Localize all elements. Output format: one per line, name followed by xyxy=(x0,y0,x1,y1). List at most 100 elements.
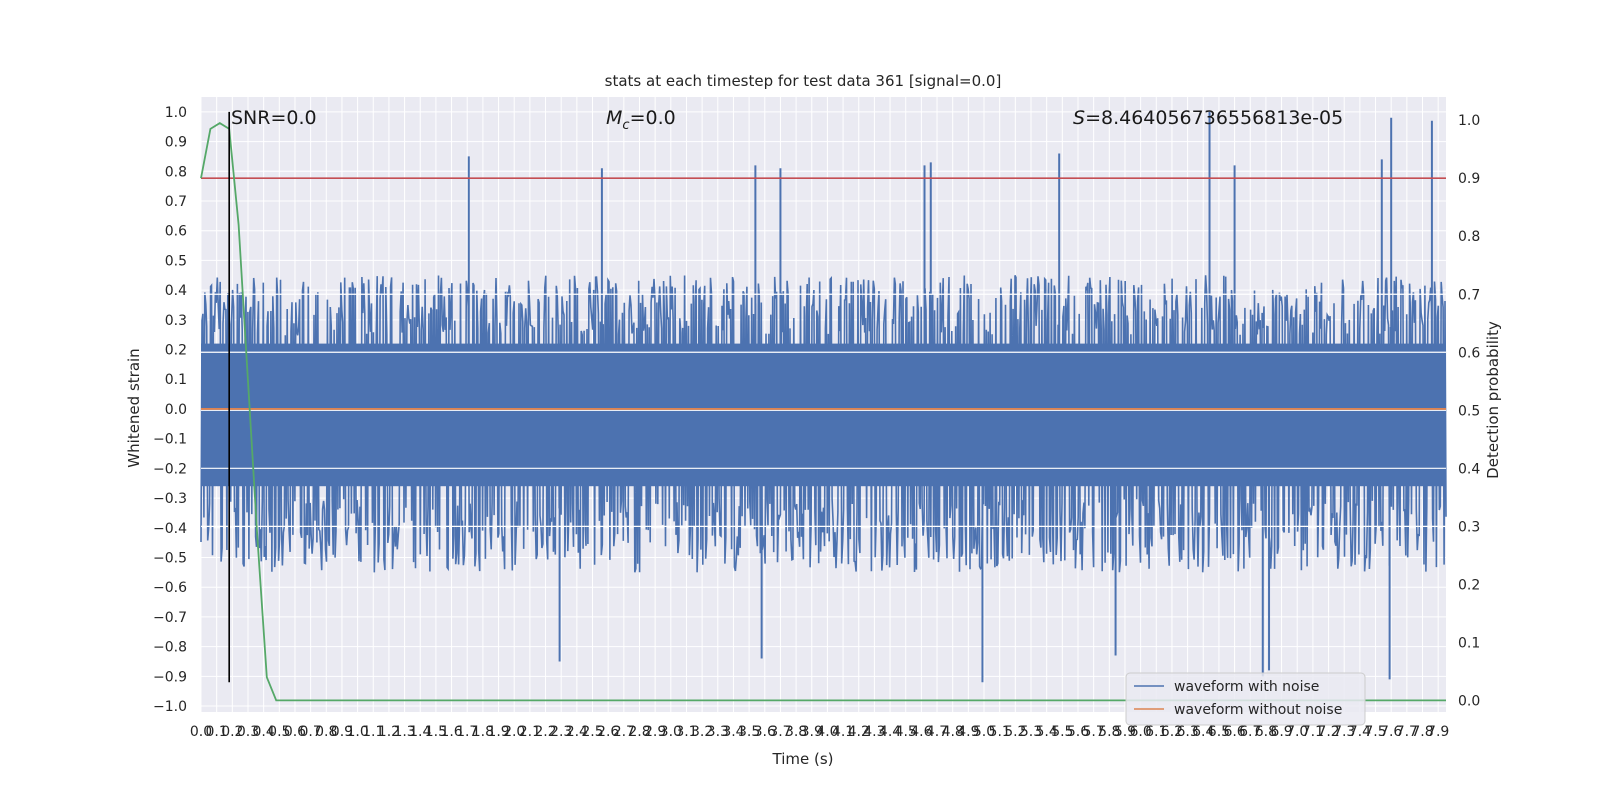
x-tick-label: 6.0 xyxy=(1129,724,1151,740)
legend-label-clean: waveform without noise xyxy=(1174,702,1342,718)
y-tick-label: −0.4 xyxy=(153,521,187,537)
y-tick-label: 0.9 xyxy=(165,135,187,151)
detection-probability-line xyxy=(200,122,1446,702)
y-right-tick-label: 0.4 xyxy=(1458,461,1480,477)
x-tick-label: 2.7 xyxy=(613,724,635,740)
x-tick-label: 6.8 xyxy=(1255,724,1277,740)
y-tick-label: −0.5 xyxy=(153,551,187,567)
x-tick-label: 2.6 xyxy=(597,724,619,740)
x-tick-label: 3.9 xyxy=(801,724,823,740)
y-right-tick-label: 0.3 xyxy=(1458,519,1480,535)
x-tick-label: 5.3 xyxy=(1020,724,1042,740)
x-tick-label: 4.1 xyxy=(832,724,854,740)
y-right-tick-label: 0.8 xyxy=(1458,229,1480,245)
x-tick-label: 0.1 xyxy=(206,724,228,740)
x-tick-label: 4.2 xyxy=(848,724,870,740)
y-tick-label: 0.3 xyxy=(165,313,187,329)
x-tick-label: 3.6 xyxy=(754,724,776,740)
x-tick-label: 4.4 xyxy=(879,724,901,740)
y-tick-label: 0.5 xyxy=(165,253,187,269)
snr-annotation: SNR=0.0 xyxy=(231,107,317,129)
waveform-with-noise-series xyxy=(200,111,1447,683)
x-tick-label: 7.4 xyxy=(1349,724,1371,740)
x-tick-label: 1.0 xyxy=(346,724,368,740)
x-tick-label: 1.5 xyxy=(425,724,447,740)
x-tick-label: 2.9 xyxy=(644,724,666,740)
x-tick-label: 0.5 xyxy=(268,724,290,740)
x-tick-label: 1.7 xyxy=(456,724,478,740)
x-tick-label: 3.1 xyxy=(675,724,697,740)
x-tick-label: 7.1 xyxy=(1302,724,1324,740)
y-tick-label: 0.6 xyxy=(165,224,187,240)
chirp-mass-value: =0.0 xyxy=(630,107,676,129)
y-tick-label: 0.1 xyxy=(165,372,187,388)
y-tick-label: 1.0 xyxy=(165,105,187,121)
chart-title: stats at each timestep for test data 361… xyxy=(605,72,1002,90)
x-tick-label: 2.8 xyxy=(628,724,650,740)
x-tick-label: 6.6 xyxy=(1223,724,1245,740)
x-tick-label: 2.5 xyxy=(581,724,603,740)
x-tick-label: 5.5 xyxy=(1051,724,1073,740)
y-right-tick-label: 0.9 xyxy=(1458,171,1480,187)
y-right-tick-labels: 0.0 0.1 0.2 0.3 0.4 0.5 0.6 0.7 0.8 0.9 1.0 xyxy=(1458,113,1480,709)
x-tick-label: 3.3 xyxy=(707,724,729,740)
x-tick-label: 1.2 xyxy=(378,724,400,740)
x-tick-label: 6.9 xyxy=(1270,724,1292,740)
x-tick-label: 3.8 xyxy=(785,724,807,740)
x-tick-label: 7.3 xyxy=(1333,724,1355,740)
x-tick-label: 4.8 xyxy=(942,724,964,740)
y-right-tick-label: 1.0 xyxy=(1458,113,1480,129)
x-tick-label: 0.4 xyxy=(253,724,275,740)
y-right-tick-label: 0.5 xyxy=(1458,403,1480,419)
x-tick-label: 6.2 xyxy=(1161,724,1183,740)
y-tick-label: 0.8 xyxy=(165,164,187,180)
x-tick-label: 7.6 xyxy=(1380,724,1402,740)
y-right-tick-label: 0.6 xyxy=(1458,345,1480,361)
chirp-mass-subscript: c xyxy=(622,118,629,133)
legend: waveform with noise waveform without noi… xyxy=(1125,672,1366,726)
x-tick-label: 7.7 xyxy=(1396,724,1418,740)
x-tick-label: 6.5 xyxy=(1208,724,1230,740)
x-tick-label: 4.5 xyxy=(895,724,917,740)
x-tick-label: 2.4 xyxy=(566,724,588,740)
y-tick-label: 0.4 xyxy=(165,283,187,299)
y-tick-labels: −1.0 −0.9 −0.8 −0.7 −0.6 −0.5 −0.4 −0.3 −0.2 −0.1… xyxy=(153,105,187,715)
x-tick-label: 6.1 xyxy=(1145,724,1167,740)
x-tick-label: 5.0 xyxy=(973,724,995,740)
chirp-mass-symbol: M xyxy=(606,107,622,129)
x-tick-label: 7.8 xyxy=(1411,724,1433,740)
x-tick-label: 7.9 xyxy=(1427,724,1449,740)
x-tick-label: 1.1 xyxy=(362,724,384,740)
x-tick-label: 7.2 xyxy=(1317,724,1339,740)
y-right-tick-label: 0.1 xyxy=(1458,635,1480,651)
legend-box xyxy=(1125,672,1366,726)
x-tick-label: 0.9 xyxy=(331,724,353,740)
x-tick-label: 5.2 xyxy=(1004,724,1026,740)
x-tick-label: 5.1 xyxy=(989,724,1011,740)
legend-label-noise: waveform with noise xyxy=(1174,679,1319,695)
x-tick-label: 2.2 xyxy=(534,724,556,740)
x-tick-labels: 0.00.10.20.30.40.50.60.70.80.91.01.11.21… xyxy=(190,724,1449,740)
s-value: =8.464056736556813e-05 xyxy=(1085,107,1343,129)
x-tick-label: 3.5 xyxy=(738,724,760,740)
x-tick-label: 1.9 xyxy=(487,724,509,740)
y-right-tick-label: 0.7 xyxy=(1458,287,1480,303)
x-tick-label: 5.4 xyxy=(1036,724,1058,740)
x-tick-label: 0.0 xyxy=(190,724,212,740)
x-tick-label: 7.5 xyxy=(1364,724,1386,740)
x-tick-label: 3.0 xyxy=(660,724,682,740)
x-tick-label: 6.3 xyxy=(1176,724,1198,740)
y-right-axis-label: Detection probability xyxy=(1484,321,1502,479)
overlay-lines xyxy=(200,111,1446,702)
y-tick-label: −0.9 xyxy=(153,669,187,685)
x-tick-label: 4.3 xyxy=(863,724,885,740)
x-tick-label: 6.4 xyxy=(1192,724,1214,740)
y-tick-label: 0.2 xyxy=(165,343,187,359)
x-tick-label: 0.6 xyxy=(284,724,306,740)
x-tick-label: 5.8 xyxy=(1098,724,1120,740)
x-tick-label: 3.7 xyxy=(769,724,791,740)
y-tick-label: −0.6 xyxy=(153,580,187,596)
noise-waveform-line xyxy=(200,275,1447,573)
s-annotation: S=8.464056736556813e-05 xyxy=(1073,107,1343,129)
